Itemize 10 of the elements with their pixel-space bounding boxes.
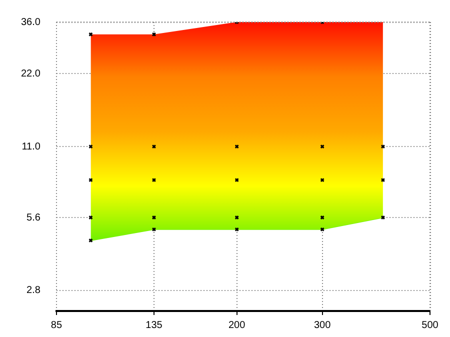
x-tick-label: 85 [50,320,62,331]
x-tick-label: 500 [422,320,439,331]
x-tick-label: 135 [146,320,163,331]
y-tick-label: 5.6 [26,212,41,224]
y-tick-label: 2.8 [26,285,41,296]
x-tick-label: 300 [314,320,332,331]
x-tick-label: 200 [228,320,246,331]
y-tick-label: 36.0 [20,16,41,28]
y-tick-label: 22.0 [20,68,41,80]
y-tick-label: 11.0 [22,141,41,152]
